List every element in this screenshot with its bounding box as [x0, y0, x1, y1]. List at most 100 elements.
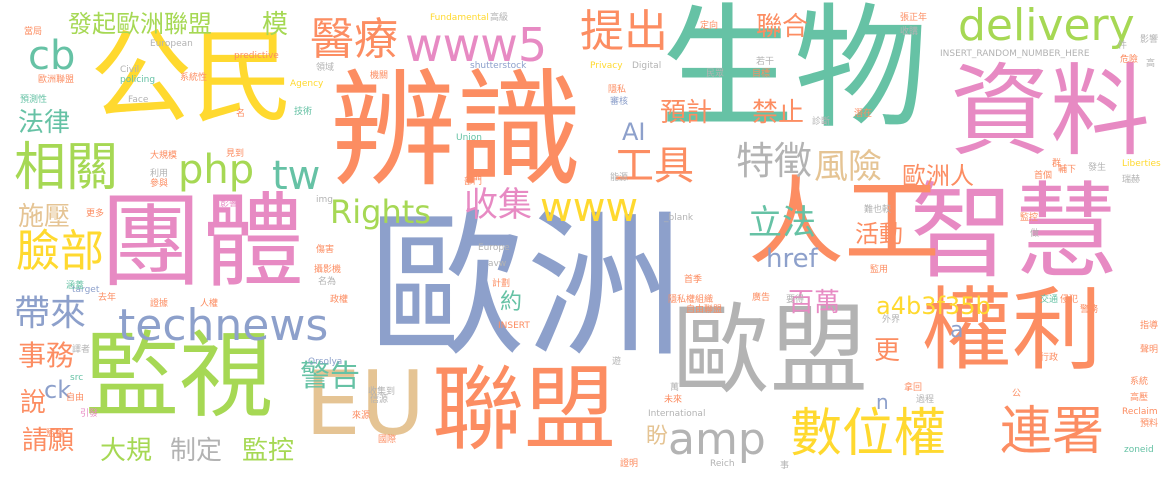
word-small: 技術: [294, 107, 313, 117]
word-small: predictive: [234, 51, 279, 61]
word-small: 影響: [1140, 35, 1159, 45]
word-shiya: 施壓: [18, 202, 71, 232]
word-small: 收集到: [368, 387, 396, 397]
word-small: 更多: [86, 209, 105, 219]
word-baiwan: 百萬: [788, 288, 841, 318]
word-small: 危險: [1120, 55, 1139, 65]
word-small: 隱私: [608, 85, 627, 95]
word-small: European: [150, 39, 193, 49]
word-fadou: 發起歐洲聯盟: [68, 10, 212, 38]
word-small: Agency: [290, 79, 324, 89]
word-falu: 法律: [18, 108, 71, 138]
word-ouzhouren: 歐洲人: [902, 162, 974, 190]
word-small: zoneid: [1124, 445, 1154, 455]
word-small: Fundamental: [430, 13, 489, 23]
word-small: 收購: [900, 27, 919, 37]
word-small: 拿回: [904, 383, 923, 393]
word-zhiding: 制定: [170, 436, 223, 466]
word-mo: 模: [262, 10, 289, 40]
word-tw: tw: [272, 153, 321, 199]
word-small: 政權: [330, 295, 349, 305]
word-tuanti: 團體: [100, 183, 304, 302]
word-small: 自由聯盟: [686, 305, 723, 315]
word-small: 件: [1118, 41, 1128, 51]
word-small: 預測性: [20, 95, 48, 105]
word-fengxian: 風險: [814, 147, 882, 187]
word-small: 人權: [200, 299, 219, 309]
word-small: 瑞赫: [1122, 175, 1141, 185]
word-small: Orsolya: [308, 357, 343, 367]
word-oumeng: 歐盟: [672, 294, 869, 408]
word-ouzhou: 歐洲: [368, 195, 684, 379]
word-lianshu: 連署: [1000, 402, 1105, 462]
word-small: 領域: [316, 63, 335, 73]
word-yuji: 預計: [660, 98, 713, 128]
word-small: 輔下: [1058, 165, 1077, 175]
word-small: 大規模: [150, 151, 178, 161]
word-huodong: 活動: [855, 220, 903, 248]
word-lianmeng: 聯盟: [432, 356, 617, 463]
word-small: 張正年: [900, 13, 928, 23]
word-jianshi: 監視: [85, 322, 274, 431]
word-small: 首個: [1034, 171, 1053, 181]
word-small: INSERT: [498, 321, 530, 331]
word-small: 發生: [1088, 163, 1107, 173]
word-ck: ck: [44, 376, 72, 404]
word-jinzhi: 禁止: [752, 98, 805, 128]
word-small: Liberties: [1122, 159, 1161, 169]
word-small: 要得: [786, 295, 805, 305]
word-small: 事: [780, 461, 790, 471]
word-small: 能源: [610, 173, 629, 183]
word-small: 首季: [684, 275, 703, 285]
word-pan: 盼: [646, 424, 669, 449]
word-small: target: [72, 285, 100, 295]
word-rengong: 人工: [748, 166, 940, 278]
word-technews: technews: [118, 300, 329, 351]
word-small: INSERT_RANDOM_NUMBER_HERE: [940, 49, 1090, 59]
word-small: 信源: [370, 395, 389, 405]
word-small: avw: [488, 259, 507, 269]
word-small: 系統: [1130, 377, 1149, 387]
word-small: 若干: [756, 57, 775, 67]
word-small: 難也較: [864, 205, 892, 215]
word-small: 名為: [318, 277, 337, 287]
word-qingyuan: 請願: [22, 426, 75, 456]
word-yiliao: 醫療: [310, 14, 398, 65]
word-small: 當局: [24, 27, 43, 37]
word-www: www: [540, 185, 639, 231]
word-a4b3f35b: a4b3f35b: [876, 292, 991, 320]
word-bianshi: 辨識: [330, 57, 582, 204]
word-lifa: 立法: [748, 203, 816, 243]
word-small: 證據: [150, 299, 169, 309]
word-small: 譯者: [72, 345, 91, 355]
word-small: 去年: [98, 293, 117, 303]
word-small: 隱私權組織: [668, 295, 714, 305]
word-small: Privacy: [590, 61, 623, 71]
word-gongmin: 公民: [90, 19, 294, 138]
word-small: 歐洲聯盟: [38, 75, 75, 85]
word-small: 廣告: [752, 293, 771, 303]
word-shengwu: 生物: [660, 0, 929, 147]
word-small: 遊: [612, 357, 622, 367]
word-gongju: 工具: [614, 143, 694, 189]
word-small: 涵蓋: [66, 281, 85, 291]
word-small: 名: [236, 109, 246, 119]
word-small: 指導: [1140, 321, 1159, 331]
word-small: 利用: [150, 169, 169, 179]
word-cb: cb: [28, 33, 76, 79]
word-shuweiquan: 數位權: [790, 404, 947, 464]
word-small: 審核: [610, 97, 629, 107]
word-small: 未來: [664, 395, 683, 405]
word-jiankong: 監控: [242, 436, 295, 466]
word-small: 機關: [370, 71, 389, 81]
word-shuo: 說: [20, 388, 47, 418]
word-small: 民眾: [706, 69, 725, 79]
word-small: Reclaim: [1122, 407, 1158, 417]
word-small: 交通: [1040, 295, 1059, 305]
word-small: 萬: [670, 383, 680, 393]
word-small: 群: [1052, 159, 1062, 169]
word-small: 高級: [490, 13, 509, 23]
word-amp: amp: [668, 414, 766, 465]
word-small: 參與: [150, 179, 169, 189]
